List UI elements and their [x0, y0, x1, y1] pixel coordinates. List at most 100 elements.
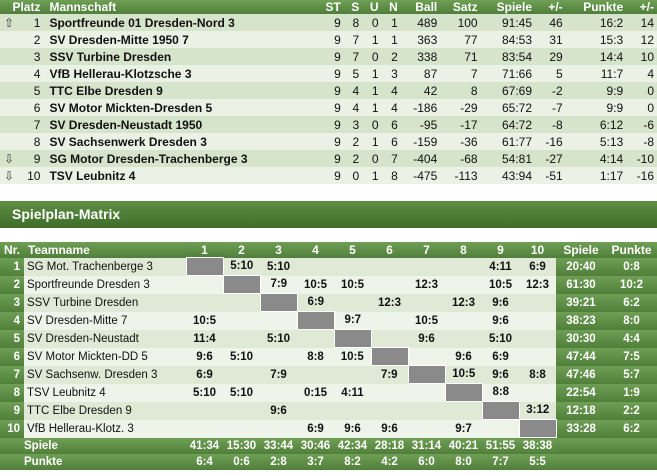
standings-table: Platz Mannschaft ST S U N Ball Satz Spie…	[0, 0, 657, 184]
matrix-diagonal-cell	[407, 365, 446, 384]
matrix-team-name[interactable]: SV Motor Mickten-DD 5	[24, 347, 186, 366]
platz-cell: 10	[18, 167, 44, 184]
platz-cell: 4	[18, 65, 44, 82]
matrix-result-cell: 8:8	[482, 383, 519, 402]
stat-cell-n: 7	[381, 150, 401, 167]
team-name[interactable]: SV Motor Mickten-Dresden 5	[43, 99, 316, 116]
matrix-result-cell: 12:3	[371, 293, 408, 312]
stat-cell-st: 9	[315, 31, 344, 48]
stat-cell-st: 9	[315, 14, 344, 31]
rank-change-cell	[0, 116, 18, 133]
stat-cell-n: 3	[381, 65, 401, 82]
stat-cell-u: 1	[362, 31, 382, 48]
matrix-result-cell	[408, 293, 445, 312]
matrix-result-cell	[223, 419, 260, 438]
matrix-result-cell	[334, 257, 371, 276]
standings-row: 4 VfB Hellerau-Klotzsche 3 9 5 1 3 87 7 71:66 5 11…	[0, 65, 657, 82]
matrix-team-name[interactable]: SG Mot. Trachenberge 3	[24, 257, 186, 276]
matrix-result-cell: 9:6	[482, 293, 519, 312]
team-name[interactable]: VfB Hellerau-Klotzsche 3	[43, 65, 316, 82]
matrix-result-cell: 6:9	[482, 347, 519, 366]
stat-cell-punkte: 4:14	[565, 150, 627, 167]
stat-cell-punkte: 16:2	[565, 14, 627, 31]
matrix-result-cell	[445, 401, 482, 420]
matrix-team-name[interactable]: Sportfreunde Dresden 3	[24, 275, 186, 294]
team-name[interactable]: TSV Leubnitz 4	[43, 167, 316, 184]
stat-cell-u: 1	[362, 99, 382, 116]
stat-cell-s: 3	[343, 116, 363, 133]
footer-cell: 5:5	[519, 454, 556, 470]
footer-empty	[556, 437, 606, 454]
matrix-col-6: 6	[371, 242, 408, 258]
matrix-team-name[interactable]: SV Dresden-Mitte 7	[24, 311, 186, 330]
matrix-row-punkte: 7:5	[606, 347, 657, 366]
matrix-result-cell	[519, 347, 556, 366]
matrix-result-cell: 9:6	[334, 419, 371, 438]
stat-cell-s: 4	[343, 82, 363, 99]
standings-row: ⇩ 10 TSV Leubnitz 4 9 0 1 8 -475 -113 43:94 -51 1:1…	[0, 167, 657, 184]
stat-cell-spiele: 83:54	[480, 48, 535, 65]
matrix-team-name[interactable]: SSV Turbine Dresden	[24, 293, 186, 312]
matrix-result-cell	[408, 347, 445, 366]
stat-cell-pm1: -7	[535, 99, 566, 116]
matrix-row-number: 2	[0, 275, 24, 294]
stat-cell-punkte: 6:12	[565, 116, 627, 133]
matrix-result-cell	[297, 365, 334, 384]
footer-cell: 15:30	[223, 437, 260, 454]
matrix-row-spiele: 61:30	[556, 275, 606, 294]
matrix-row-punkte: 1:9	[606, 383, 657, 402]
team-name[interactable]: SV Dresden-Neustadt 1950	[43, 116, 316, 133]
stat-cell-pm2: 14	[626, 14, 657, 31]
stat-cell-n: 2	[381, 48, 401, 65]
matrix-result-cell	[260, 383, 297, 402]
matrix-col-10: 10	[519, 242, 556, 258]
team-name[interactable]: SG Motor Dresden-Trachenberge 3	[43, 150, 316, 167]
stat-cell-s: 4	[343, 99, 363, 116]
matrix-result-cell: 7:9	[371, 365, 408, 384]
matrix-row: 7 SV Sachsenw. Dresden 3 6:9 7:9 7:9 10:5 9:6 8…	[0, 365, 657, 384]
team-name[interactable]: SV Dresden-Mitte 1950 7	[43, 31, 316, 48]
matrix-team-name[interactable]: VfB Hellerau-Klotz. 3	[24, 419, 186, 438]
matrix-row: 4 SV Dresden-Mitte 7 10:5 9:7 10:5 9:6 38:23 8:…	[0, 311, 657, 330]
stat-cell-s: 2	[343, 133, 363, 150]
footer-empty	[556, 454, 606, 470]
matrix-row-punkte: 10:2	[606, 275, 657, 294]
matrix-result-cell: 8:8	[297, 347, 334, 366]
matrix-result-cell	[186, 293, 223, 312]
footer-cell: 42:34	[334, 437, 371, 454]
footer-label: Punkte	[0, 454, 186, 470]
standings-row: ⇧ 1 Sportfreunde 01 Dresden-Nord 3 9 8 0 1 489 1…	[0, 14, 657, 31]
matrix-diagonal-cell	[222, 275, 261, 294]
matrix-col-5: 5	[334, 242, 371, 258]
matrix-row-spiele: 20:40	[556, 257, 606, 276]
stat-cell-pm2: 0	[626, 99, 657, 116]
matrix-row-spiele: 47:44	[556, 347, 606, 366]
col-diff-spiele: +/-	[535, 0, 566, 14]
col-platz: Platz	[0, 0, 44, 14]
stat-cell-spiele: 54:81	[480, 150, 535, 167]
matrix-result-cell	[223, 365, 260, 384]
team-name[interactable]: SSV Turbine Dresden	[43, 48, 316, 65]
team-name[interactable]: SV Sachsenwerk Dresden 3	[43, 133, 316, 150]
matrix-result-cell	[408, 419, 445, 438]
team-name[interactable]: TTC Elbe Dresden 9	[43, 82, 316, 99]
stat-cell-ball: 363	[400, 31, 441, 48]
matrix-team-name[interactable]: SV Sachsenw. Dresden 3	[24, 365, 186, 384]
standings-row: 5 TTC Elbe Dresden 9 9 4 1 4 42 8 67:69 -2 9:9 0	[0, 82, 657, 99]
matrix-col-1: 1	[186, 242, 223, 258]
stat-cell-pm2: 10	[626, 48, 657, 65]
matrix-diagonal-cell	[333, 329, 372, 348]
matrix-result-cell: 12:3	[445, 293, 482, 312]
team-name[interactable]: Sportfreunde 01 Dresden-Nord 3	[43, 14, 316, 31]
matrix-result-cell	[186, 401, 223, 420]
matrix-row-punkte: 8:0	[606, 311, 657, 330]
matrix-row-spiele: 39:21	[556, 293, 606, 312]
rank-change-cell	[0, 133, 18, 150]
matrix-team-name[interactable]: TSV Leubnitz 4	[24, 383, 186, 402]
matrix-team-name[interactable]: SV Dresden-Neustadt	[24, 329, 186, 348]
footer-cell: 7:7	[482, 454, 519, 470]
matrix-row: 1 SG Mot. Trachenberge 3 5:10 5:10 4:11 6:9 20…	[0, 257, 657, 276]
matrix-result-cell	[260, 419, 297, 438]
stat-cell-pm1: 31	[535, 31, 566, 48]
matrix-team-name[interactable]: TTC Elbe Dresden 9	[24, 401, 186, 420]
